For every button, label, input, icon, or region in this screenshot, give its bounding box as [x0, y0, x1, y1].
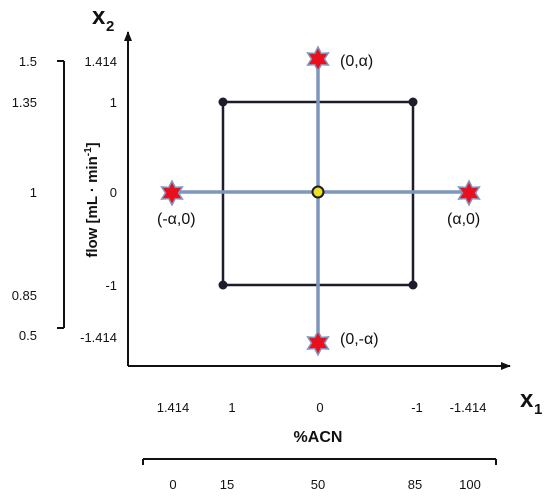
acn-tick: 85	[408, 477, 422, 492]
flow-tick: 1	[30, 185, 37, 200]
flow-tick: 0.85	[12, 288, 37, 303]
flow-tick: 1.35	[12, 95, 37, 110]
axial-points	[160, 45, 481, 357]
axial-point-right	[457, 179, 481, 207]
corner-point-top-left	[218, 97, 228, 107]
y-coded-tick: 1	[110, 95, 117, 110]
acn-tick: 0	[169, 477, 176, 492]
point-label-bottom: (0,-α)	[340, 331, 379, 348]
axial-point-top	[306, 45, 330, 73]
axial-point-bottom	[306, 329, 330, 357]
flow-tick: 1.5	[19, 54, 37, 69]
x-coded-tick: 1.414	[157, 400, 190, 415]
x-coded-tick: -1.414	[450, 400, 487, 415]
x-coded-tick: 0	[316, 400, 323, 415]
x-coded-tick: 1	[228, 400, 235, 415]
acn-tick: 100	[459, 477, 481, 492]
acn-scale-label: %ACN	[294, 429, 343, 446]
center-point	[311, 185, 325, 199]
point-label-top: (0,α)	[340, 53, 373, 70]
corner-point-bottom-right	[408, 280, 418, 290]
x-axis-subscript: 1	[534, 401, 542, 418]
flow-scale-label: flow [mL · min-1]	[83, 142, 101, 257]
acn-tick: 50	[311, 477, 325, 492]
y-coded-tick: 1.414	[84, 54, 117, 69]
y-axis-subscript: 2	[106, 18, 114, 35]
axial-point-left	[160, 179, 184, 207]
x-axis-symbol: x	[520, 386, 534, 413]
y-axis-symbol: x	[92, 3, 106, 30]
x-coded-tick: -1	[411, 400, 423, 415]
flow-tick: 0.5	[19, 328, 37, 343]
point-label-left: (-α,0)	[157, 211, 196, 228]
y-coded-tick: -1	[105, 278, 117, 293]
y-coded-tick: -1.414	[80, 330, 117, 345]
acn-tick: 15	[220, 477, 234, 492]
corner-point-top-right	[408, 97, 418, 107]
corner-point-bottom-left	[218, 280, 228, 290]
point-label-right: (α,0)	[447, 211, 480, 228]
y-coded-tick: 0	[110, 185, 117, 200]
